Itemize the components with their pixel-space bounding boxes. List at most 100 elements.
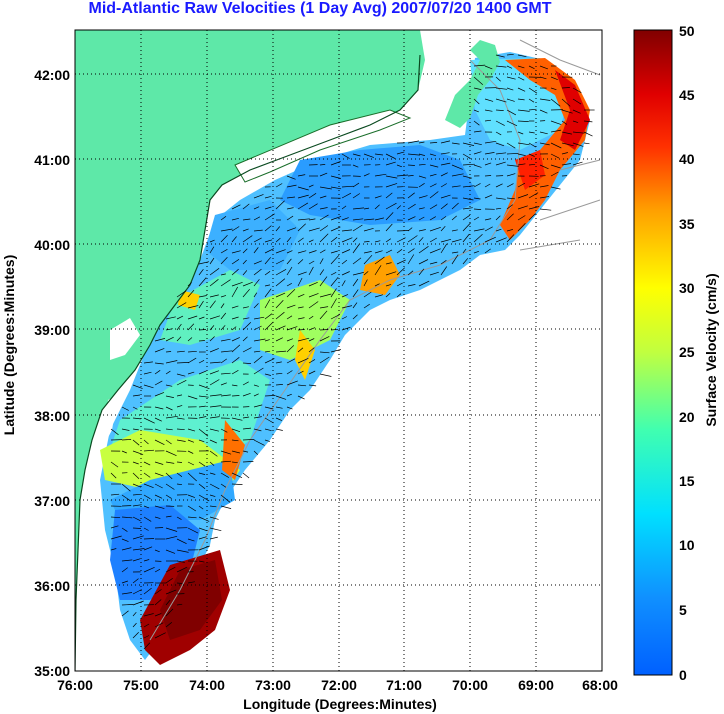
- velocity-arrow: [297, 347, 304, 353]
- velocity-arrow: [275, 395, 287, 400]
- velocity-arrow: [121, 439, 132, 441]
- velocity-arrow: [231, 226, 240, 232]
- colorbar-scale: [633, 29, 673, 676]
- velocity-arrow: [407, 216, 416, 221]
- velocity-arrow: [462, 222, 471, 232]
- velocity-arrow: [418, 207, 425, 210]
- velocity-arrow: [374, 173, 387, 177]
- velocity-arrow: [253, 303, 259, 309]
- velocity-arrow: [220, 394, 231, 397]
- velocity-arrow: [506, 65, 513, 69]
- velocity-arrow: [341, 326, 351, 331]
- velocity-arrow: [385, 249, 393, 254]
- velocity-arrow: [198, 505, 204, 510]
- velocity-arrow: [539, 98, 551, 101]
- velocity-arrow: [396, 293, 402, 298]
- velocity-arrow: [484, 226, 493, 232]
- velocity-arrow: [297, 174, 306, 177]
- velocity-arrow: [308, 193, 317, 199]
- velocity-arrow: [165, 494, 172, 499]
- velocity-arrow: [550, 171, 559, 177]
- velocity-arrow: [396, 205, 402, 210]
- velocity-arrow: [165, 527, 178, 532]
- velocity-arrow: [561, 87, 570, 89]
- velocity-arrow: [286, 338, 294, 342]
- velocity-arrow: [396, 267, 405, 276]
- velocity-arrow: [275, 406, 283, 409]
- velocity-arrow: [539, 196, 550, 199]
- velocity-arrow: [473, 208, 482, 210]
- velocity-arrow: [242, 317, 250, 320]
- velocity-arrow: [418, 268, 425, 276]
- velocity-arrow: [176, 405, 183, 408]
- velocity-arrow: [418, 153, 425, 156]
- velocity-arrow: [341, 153, 350, 159]
- velocity-arrow: [308, 359, 316, 364]
- velocity-arrow: [319, 225, 329, 232]
- velocity-arrow: [198, 329, 207, 331]
- velocity-arrow: [286, 250, 293, 254]
- colorbar-tick-label: 15: [679, 473, 695, 489]
- velocity-arrow: [330, 288, 337, 298]
- x-tick-label: 73:00: [255, 677, 291, 693]
- velocity-arrow: [154, 392, 165, 397]
- velocity-arrow: [407, 203, 416, 210]
- velocity-arrow: [209, 257, 215, 265]
- velocity-arrow: [154, 599, 162, 606]
- velocity-arrow: [550, 142, 562, 149]
- velocity-arrow: [341, 305, 353, 309]
- velocity-arrow: [132, 428, 139, 431]
- velocity-arrow: [253, 439, 265, 446]
- velocity-arrow: [176, 323, 182, 331]
- velocity-arrow: [308, 327, 316, 331]
- velocity-arrow: [275, 268, 287, 276]
- velocity-arrow: [308, 184, 314, 188]
- velocity-arrow: [418, 280, 430, 287]
- velocity-arrow: [198, 295, 207, 298]
- velocity-arrow: [198, 461, 206, 467]
- velocity-arrow: [528, 153, 535, 157]
- velocity-arrow: [275, 311, 285, 320]
- velocity-arrow: [220, 312, 227, 320]
- velocity-arrow: [110, 461, 119, 468]
- velocity-arrow: [132, 535, 144, 540]
- velocity-arrow: [143, 384, 154, 389]
- velocity-arrow: [330, 186, 342, 190]
- velocity-arrow: [341, 185, 354, 188]
- velocity-arrow: [187, 428, 196, 432]
- velocity-arrow: [473, 142, 482, 146]
- velocity-arrow: [198, 395, 209, 398]
- velocity-arrow: [286, 175, 296, 180]
- velocity-arrow: [495, 197, 506, 200]
- velocity-arrow: [165, 384, 173, 387]
- velocity-arrow: [154, 494, 163, 499]
- velocity-arrow: [264, 358, 275, 364]
- velocity-arrow: [330, 276, 339, 287]
- velocity-arrow: [407, 235, 418, 243]
- velocity-arrow: [165, 535, 178, 540]
- velocity-arrow: [143, 472, 151, 478]
- velocity-arrow: [165, 566, 176, 573]
- velocity-arrow: [363, 153, 375, 158]
- velocity-arrow: [407, 284, 416, 287]
- velocity-arrow: [242, 416, 250, 419]
- velocity-arrow: [176, 549, 189, 553]
- velocity-arrow: [308, 266, 314, 276]
- velocity-arrow: [187, 350, 197, 353]
- velocity-arrow: [363, 207, 370, 210]
- velocity-arrow: [253, 428, 262, 432]
- velocity-arrow: [385, 292, 391, 298]
- velocity-arrow: [242, 248, 248, 254]
- velocity-arrow: [319, 310, 328, 320]
- velocity-arrow: [462, 163, 475, 166]
- velocity-arrow: [220, 358, 228, 364]
- velocity-arrow: [352, 164, 359, 168]
- velocity-arrow: [242, 288, 250, 298]
- velocity-arrow: [495, 98, 507, 103]
- velocity-arrow: [561, 163, 572, 166]
- velocity-arrow: [484, 65, 493, 70]
- velocity-arrow: [583, 142, 590, 145]
- velocity-arrow: [528, 142, 536, 148]
- velocity-arrow: [264, 395, 276, 397]
- map-grid: [75, 30, 602, 671]
